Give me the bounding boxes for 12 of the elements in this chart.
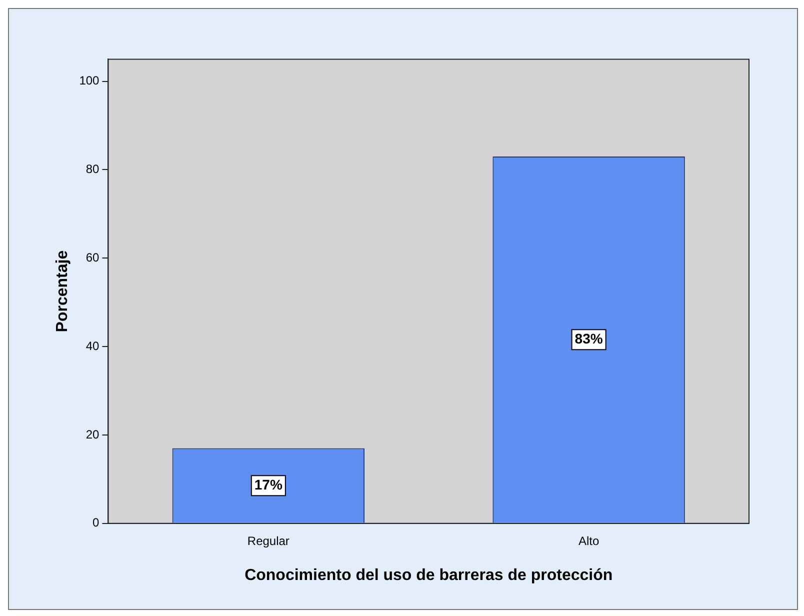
x-axis-title: Conocimiento del uso de barreras de protección	[244, 566, 613, 584]
y-tick-label: 40	[86, 338, 100, 353]
data-label: 83%	[574, 330, 604, 347]
x-tick-label: Regular	[247, 534, 290, 548]
y-axis-title: Porcentaje	[54, 250, 72, 332]
y-tick-label: 60	[86, 250, 100, 264]
y-tick-label: 80	[86, 162, 100, 176]
y-tick-label: 100	[79, 74, 100, 88]
x-tick-label: Alto	[578, 534, 600, 548]
data-label: 17%	[254, 476, 283, 492]
y-tick-label: 20	[86, 427, 100, 442]
y-tick-label: 0	[92, 516, 100, 530]
